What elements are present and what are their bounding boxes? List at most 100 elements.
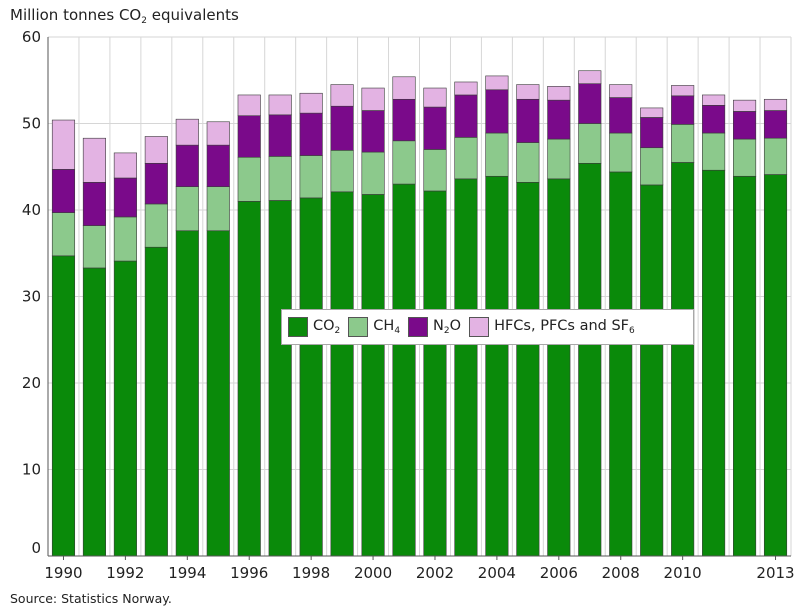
bar-hfcs-2000 [361,87,385,111]
bar-co2-1999 [330,191,354,557]
bar-hfcs-1997 [268,94,292,116]
bar-co2-1990 [51,255,76,557]
x-tick-label: 2004 [478,564,516,582]
bar-co2-2002 [423,190,447,557]
bar-n2o-2013 [763,110,788,139]
grid-lines [47,36,792,557]
bar-ch4-1991 [82,225,106,269]
bar-n2o-2002 [423,106,447,150]
bar-co2-2008 [609,171,633,557]
bar-n2o-2007 [578,83,602,124]
bar-hfcs-2006 [547,86,571,101]
bar-ch4-1997 [268,156,292,201]
bar-co2-1996 [237,201,261,557]
bar-ch4-1990 [51,212,76,257]
bar-ch4-2002 [423,149,447,192]
bar-co2-2006 [547,178,571,557]
bar-hfcs-2009 [640,107,664,118]
bar-ch4-2006 [547,138,571,180]
axes: 0 10 20 30 40 50 60 1990 1992 1994 1996 1998 2000 200… [22,28,795,582]
legend-swatch-n2o [408,317,429,337]
y-tick-label: 20 [22,374,41,392]
bar-n2o-2003 [454,94,478,138]
bar-ch4-1992 [113,216,137,262]
bar-n2o-2012 [733,111,757,140]
bar-ch4-1998 [299,155,323,199]
bar-n2o-1999 [330,105,354,151]
bar-hfcs-2003 [454,81,478,96]
bar-ch4-1994 [175,186,199,232]
bar-n2o-1993 [144,162,168,205]
bar-hfcs-2013 [763,98,788,111]
bar-ch4-1995 [206,186,230,232]
bar-co2-1992 [113,260,137,557]
legend-item-ch4: CH4 [348,317,400,337]
x-tick-label: 1990 [44,564,82,582]
bar-co2-2013 [763,174,788,557]
bar-co2-2000 [361,194,385,557]
bar-hfcs-1999 [330,84,354,107]
legend-label-hfcs: HFCs, PFCs and SF6 [494,318,635,336]
bar-n2o-2001 [392,98,416,142]
bar-n2o-1995 [206,144,230,187]
bar-ch4-1996 [237,156,261,202]
bar-hfcs-2012 [733,99,757,112]
bar-ch4-2000 [361,151,385,195]
bar-n2o-2000 [361,110,385,153]
bar-n2o-1994 [175,144,199,187]
bar-n2o-2010 [671,95,695,125]
bar-co2-1993 [144,246,168,557]
x-tick-label: 1998 [292,564,330,582]
bar-n2o-1991 [82,182,106,226]
y-tick-label: 40 [22,201,41,219]
bar-co2-1997 [268,200,292,557]
bar-co2-2005 [516,182,540,557]
bar-co2-2004 [485,175,509,557]
bar-n2o-1990 [51,169,76,213]
x-tick-label: 2010 [664,564,702,582]
bar-ch4-2013 [763,137,788,175]
bar-hfcs-2007 [578,70,602,85]
bar-co2-1991 [82,267,106,557]
bar-co2-2003 [454,178,478,557]
bar-co2-2001 [392,183,416,557]
bar-hfcs-2002 [423,87,447,108]
legend-item-n2o: N2O [408,317,461,337]
bar-hfcs-1993 [144,136,168,164]
legend: CO2 CH4 N2O HFCs, PFCs and SF6 [281,309,694,345]
source-note: Source: Statistics Norway. [10,591,172,606]
x-tick-label: 1994 [168,564,206,582]
bar-hfcs-2011 [702,94,726,106]
x-tick-label: 2013 [756,564,794,582]
bar-ch4-2010 [671,124,695,163]
bar-hfcs-1991 [82,137,106,183]
bar-hfcs-1995 [206,121,230,146]
legend-item-co2: CO2 [288,317,340,337]
legend-swatch-co2 [288,317,308,337]
bar-co2-2011 [702,169,726,557]
bar-co2-1995 [206,230,230,557]
bar-ch4-1993 [144,203,168,248]
legend-swatch-hfcs [469,317,490,337]
bar-ch4-2008 [609,132,633,173]
bar-n2o-1996 [237,115,261,158]
y-tick-label: 10 [22,461,41,479]
bar-hfcs-1992 [113,152,137,179]
bar-hfcs-2008 [609,84,633,98]
bar-ch4-2001 [392,140,416,185]
bar-ch4-1999 [330,150,354,193]
bar-hfcs-2010 [671,85,695,97]
bar-hfcs-2001 [392,76,416,100]
bar-co2-2009 [640,184,664,557]
y-tick-label: 30 [22,288,41,306]
x-tick-label: 1992 [106,564,144,582]
bar-ch4-2005 [516,142,540,183]
legend-label-n2o: N2O [433,318,462,336]
bar-hfcs-1994 [175,118,199,146]
bar-ch4-2003 [454,137,478,180]
bar-n2o-1998 [299,112,323,156]
bar-n2o-1997 [268,114,292,157]
y-tick-label: 60 [22,28,41,46]
legend-label-co2: CO2 [313,318,341,336]
